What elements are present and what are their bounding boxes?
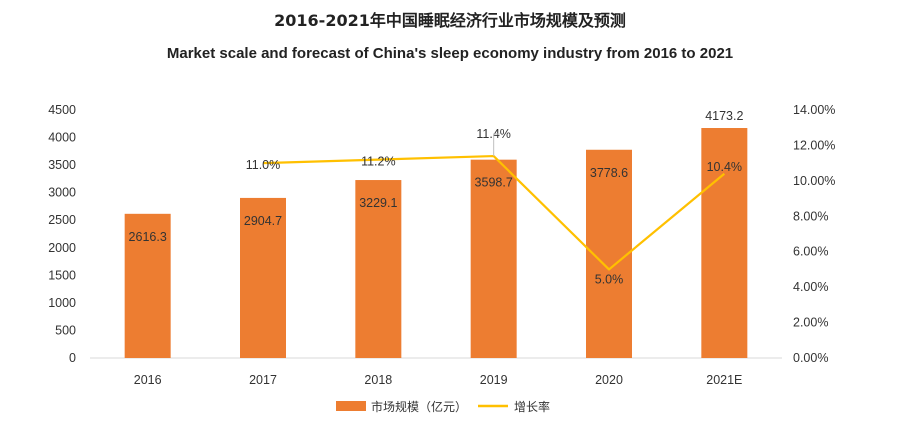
x-tick-label: 2016 [134,373,162,387]
data-labels: 2616.3 2904.7 3229.1 3598.7 3778.6 4173.2 11.0… [129,109,744,286]
y-left-tick-label: 4500 [48,103,76,117]
x-tick-label: 2019 [480,373,508,387]
legend-bar-swatch [336,401,366,411]
y-right-tick-label: 0.00% [793,351,828,365]
y-right-tick-label: 8.00% [793,209,828,223]
chart-title-en: Market scale and forecast of China's sle… [167,45,733,62]
y-right-tick-label: 12.00% [793,138,835,152]
y-left-tick-label: 4000 [48,131,76,145]
y-left-tick-label: 500 [55,323,76,337]
x-tick-label: 2021E [706,373,742,387]
y-right-tick-label: 10.00% [793,174,835,188]
y-left-tick-label: 1500 [48,268,76,282]
bar-value-label: 2616.3 [129,230,167,244]
legend-bar-label: 市场规模（亿元） [371,399,467,414]
bar [355,180,402,358]
growth-rate-label: 10.4% [707,160,742,174]
chart-axes: 0 500 1000 1500 2000 2500 3000 3500 4000 4500 0.00… [48,103,835,387]
x-tick-label: 2018 [364,373,392,387]
bar-value-label: 3598.7 [475,176,513,190]
y-left-tick-label: 3500 [48,158,76,172]
bar-value-label: 3229.1 [359,196,397,210]
y-left-tick-label: 3000 [48,186,76,200]
bar-value-label: 4173.2 [705,109,743,123]
chart-title-cn: 2016-2021年中国睡眠经济行业市场规模及预测 [274,11,626,30]
bar-series [124,128,748,358]
y-right-tick-label: 2.00% [793,316,828,330]
legend-line-label: 增长率 [514,399,550,414]
y-left-tick-label: 2000 [48,241,76,255]
bar-value-label: 3778.6 [590,166,628,180]
label-leader-line [493,133,500,157]
growth-rate-label: 5.0% [595,272,624,286]
x-tick-label: 2017 [249,373,277,387]
y-left-tick-label: 2500 [48,213,76,227]
chart-legend: 市场规模（亿元） 增长率 [336,399,550,414]
bar [470,159,517,358]
y-right-tick-label: 4.00% [793,280,828,294]
bar [701,128,748,358]
bar [240,197,286,358]
y-right-tick-label: 14.00% [793,103,835,117]
growth-rate-label: 11.2% [361,155,396,169]
y-left-tick-label: 0 [69,351,76,365]
growth-rate-label: 11.0% [246,158,281,172]
bar-value-label: 2904.7 [244,214,282,228]
x-tick-label: 2020 [595,373,623,387]
y-right-tick-label: 6.00% [793,245,828,259]
y-left-tick-label: 1000 [48,296,76,310]
bar [124,213,171,358]
